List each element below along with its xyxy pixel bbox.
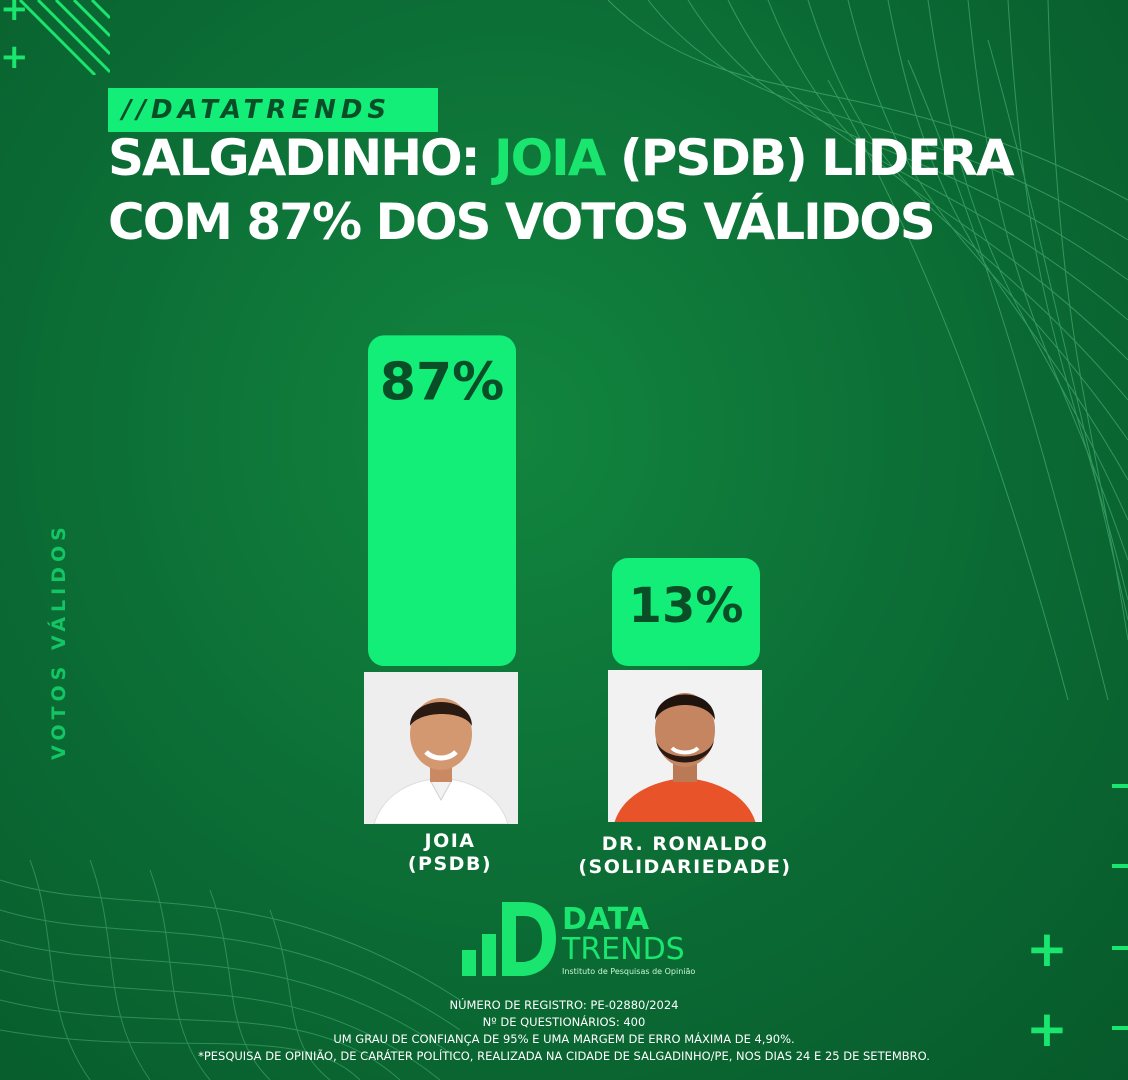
candidate-party: (SOLIDARIEDADE) bbox=[578, 856, 792, 878]
plus-icon: + bbox=[0, 37, 29, 77]
candidate-label-dr-ronaldo: DR. RONALDO (SOLIDARIEDADE) bbox=[560, 833, 810, 879]
datatrends-logo-icon bbox=[462, 902, 556, 976]
candidate-photo-joia bbox=[364, 672, 518, 824]
confidence-margin: UM GRAU DE CONFIANÇA DE 95% E UMA MARGEM… bbox=[333, 1032, 795, 1046]
bar-1 bbox=[612, 558, 760, 666]
methodology-footer: NÚMERO DE REGISTRO: PE-02880/2024 Nº DE … bbox=[0, 997, 1128, 1065]
mesh-decoration bbox=[0, 860, 460, 1080]
headline-highlight: JOIA bbox=[494, 129, 606, 187]
candidate-label-joia: JOIA (PSDB) bbox=[340, 830, 560, 876]
candidate-photo-dr-ronaldo bbox=[608, 670, 762, 822]
bar-0 bbox=[368, 335, 516, 666]
candidate-name: JOIA bbox=[424, 830, 476, 852]
datatrends-logo: DATA TRENDS Instituto de Pesquisas de Op… bbox=[462, 898, 702, 980]
brand-tag: //DATATRENDS bbox=[108, 88, 438, 132]
diagonal-lines-decoration bbox=[18, 0, 110, 75]
candidate-name: DR. RONALDO bbox=[601, 833, 769, 855]
logo-text-data: DATA bbox=[562, 902, 650, 937]
dash-decoration bbox=[1112, 1026, 1128, 1030]
plus-icon: + bbox=[0, 0, 29, 29]
page-title: SALGADINHO: JOIA (PSDB) LIDERA COM 87% D… bbox=[108, 126, 1108, 254]
headline-prefix: SALGADINHO: bbox=[108, 129, 495, 187]
avatar bbox=[608, 670, 762, 822]
dash-decoration bbox=[1112, 864, 1128, 868]
registration-number: NÚMERO DE REGISTRO: PE-02880/2024 bbox=[449, 998, 679, 1012]
headline-line-2: COM 87% DOS VOTOS VÁLIDOS bbox=[108, 193, 936, 251]
candidate-party: (PSDB) bbox=[407, 853, 493, 875]
headline-line-1: SALGADINHO: JOIA (PSDB) LIDERA bbox=[108, 126, 1108, 190]
bar-value-label-0: 87% bbox=[380, 352, 504, 412]
plus-icon: + bbox=[1026, 920, 1068, 978]
bar-chart: 87% 13% bbox=[368, 335, 760, 666]
plus-icon: + bbox=[1026, 1000, 1068, 1058]
bar-value-label-1: 13% bbox=[629, 578, 744, 634]
avatar bbox=[364, 672, 518, 824]
logo-subtitle: Instituto de Pesquisas de Opinião bbox=[562, 967, 696, 976]
questionnaire-count: Nº DE QUESTIONÁRIOS: 400 bbox=[482, 1015, 646, 1029]
survey-note: *PESQUISA DE OPINIÃO, DE CARÁTER POLÍTIC… bbox=[198, 1049, 930, 1063]
logo-text-trends: TRENDS bbox=[562, 932, 685, 967]
headline-suffix: (PSDB) LIDERA bbox=[604, 129, 1015, 187]
dash-decoration bbox=[1112, 784, 1128, 788]
mesh-decoration bbox=[608, 0, 1128, 700]
dash-decoration bbox=[1112, 946, 1128, 950]
